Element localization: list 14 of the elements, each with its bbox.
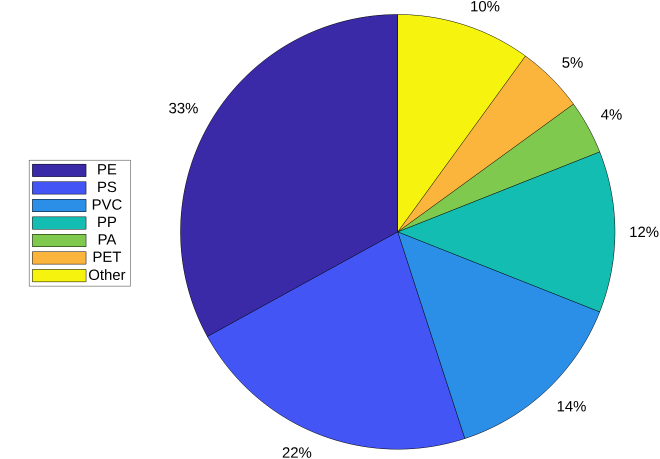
- legend-label: Other: [89, 269, 126, 280]
- legend-label: PA: [98, 234, 116, 245]
- legend-label: PE: [98, 164, 116, 175]
- data-label: 5%: [562, 57, 583, 68]
- legend-label: PVC: [92, 199, 122, 210]
- data-label: 33%: [169, 102, 198, 114]
- legend-label: PS: [98, 182, 116, 192]
- legend-label: PP: [98, 216, 116, 228]
- legend-label: PET: [94, 252, 122, 262]
- data-label: 12%: [630, 226, 658, 238]
- data-label: 10%: [471, 1, 500, 12]
- data-label: 22%: [282, 447, 312, 458]
- data-label: 14%: [558, 401, 586, 412]
- data-label: 4%: [601, 109, 622, 120]
